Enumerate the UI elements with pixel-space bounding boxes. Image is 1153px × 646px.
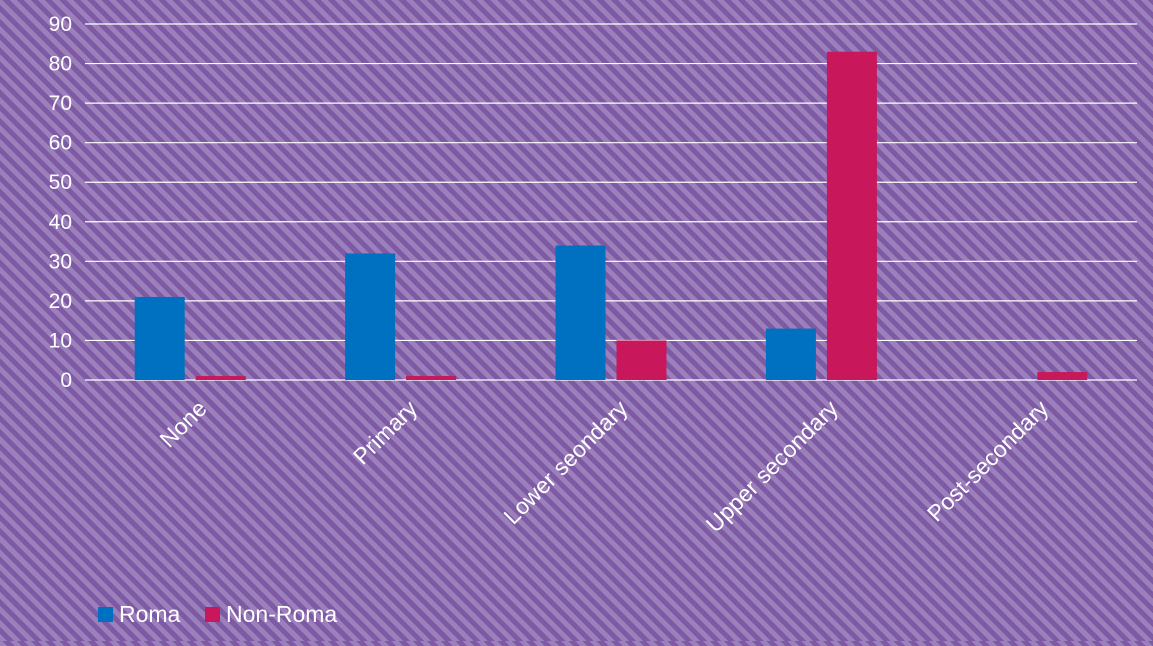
legend-label: Non-Roma bbox=[226, 601, 337, 627]
y-tick-label: 0 bbox=[60, 369, 72, 392]
x-category-label: None bbox=[154, 395, 211, 452]
y-tick-label: 90 bbox=[49, 13, 72, 36]
gridlines bbox=[85, 23, 1137, 381]
y-tick-label: 80 bbox=[49, 53, 72, 76]
bar-roma-3 bbox=[765, 328, 816, 380]
bar-non-roma-4 bbox=[1037, 372, 1088, 380]
bar-non-roma-3 bbox=[826, 51, 877, 380]
y-tick-label: 40 bbox=[49, 211, 72, 234]
bar-non-roma-1 bbox=[406, 376, 457, 380]
bar-roma-0 bbox=[134, 296, 185, 380]
y-tick-label: 70 bbox=[49, 92, 72, 115]
bars bbox=[134, 51, 1088, 380]
x-category-label: Post-secondary bbox=[922, 395, 1054, 527]
y-tick-label: 30 bbox=[49, 250, 72, 273]
legend-swatch bbox=[205, 607, 220, 622]
x-axis-labels: None Primary Lower seondary Upper secondary… bbox=[154, 395, 1053, 538]
legend-swatch bbox=[98, 607, 113, 622]
y-tick-label: 20 bbox=[49, 290, 72, 313]
bar-roma-2 bbox=[555, 245, 606, 380]
x-category-label: Lower seondary bbox=[498, 395, 632, 529]
x-category-label: Upper secondary bbox=[701, 395, 844, 538]
legend: Roma Non-Roma bbox=[98, 601, 337, 627]
legend-label: Roma bbox=[119, 601, 181, 627]
bar-non-roma-2 bbox=[616, 340, 667, 380]
y-tick-label: 10 bbox=[49, 329, 72, 352]
y-tick-label: 50 bbox=[49, 171, 72, 194]
x-category-label: Primary bbox=[348, 395, 423, 470]
y-axis-ticks: 0 10 20 30 40 50 60 70 80 90 bbox=[49, 13, 72, 392]
bar-roma-1 bbox=[345, 253, 396, 380]
y-tick-label: 60 bbox=[49, 132, 72, 155]
bar-non-roma-0 bbox=[195, 376, 246, 380]
